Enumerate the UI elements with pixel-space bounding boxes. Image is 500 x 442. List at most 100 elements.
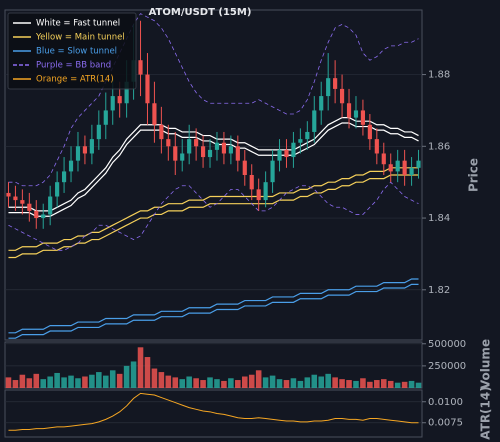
candle-body <box>221 142 227 154</box>
candle-body <box>214 142 220 150</box>
y-tick-label: 1.82 <box>428 285 450 296</box>
candle-body <box>291 142 296 158</box>
volume-bar <box>82 376 88 388</box>
volume-bar <box>290 378 297 388</box>
candle-body <box>249 175 254 190</box>
panel-frame <box>4 9 423 341</box>
volume-bar <box>12 380 19 388</box>
atr-axis-label: ATR(14) <box>479 386 493 439</box>
candle-body <box>270 160 275 183</box>
candle-body <box>96 124 101 140</box>
volume-bar <box>179 379 186 388</box>
candle-body <box>110 96 115 111</box>
volume-bar <box>276 379 283 388</box>
volume-bar <box>367 381 373 388</box>
volume-bar <box>380 379 387 388</box>
candle-body <box>381 153 386 165</box>
y-tick-label: 1.86 <box>428 141 450 152</box>
volume-bar <box>387 380 394 388</box>
volume-bar <box>61 377 67 388</box>
volume-bar <box>262 377 269 388</box>
legend-label: Orange = ATR(14) <box>36 75 114 85</box>
candle-body <box>55 182 60 197</box>
candle-body <box>312 110 317 132</box>
y-tick-label: 250000 <box>428 361 466 372</box>
candle-body <box>395 160 400 172</box>
volume-bar <box>116 373 123 388</box>
marks-layer <box>5 13 422 431</box>
line <box>8 181 419 251</box>
volume-bar <box>89 374 95 388</box>
candle-body <box>305 131 310 140</box>
candle-body <box>374 139 379 154</box>
candle-body <box>367 124 372 140</box>
candle-body <box>298 139 303 143</box>
panel-frame <box>4 389 423 438</box>
candle-body <box>326 78 331 97</box>
volume-bar <box>214 379 220 388</box>
candle-body <box>339 88 345 104</box>
candle-body <box>75 146 81 161</box>
candle-body <box>402 160 407 175</box>
line <box>8 392 419 431</box>
candle-body <box>166 139 171 147</box>
y-tick-label: 1.84 <box>428 213 450 224</box>
volume-bar <box>401 381 408 388</box>
legend-label: White = Fast tunnel <box>36 19 120 29</box>
candle-body <box>6 192 11 197</box>
volume-bar <box>360 378 366 388</box>
candle-body <box>235 146 240 161</box>
volume-bar <box>221 380 227 388</box>
volume-bar <box>374 380 380 388</box>
volume-bar <box>54 372 60 388</box>
y-tick-label: 1.88 <box>428 70 450 81</box>
legend-box <box>7 12 137 90</box>
volume-bar <box>19 374 26 388</box>
volume-bar <box>96 372 102 388</box>
candle-body <box>346 103 352 118</box>
volume-bar <box>68 375 74 388</box>
candle-body <box>277 149 282 161</box>
candle-body <box>138 60 143 75</box>
volume-bar <box>47 376 53 388</box>
volume-bar <box>318 376 325 388</box>
volume-bar <box>297 380 304 388</box>
volume-bar <box>325 373 331 388</box>
volume-bar <box>151 368 158 388</box>
volume-bar <box>235 380 241 388</box>
volume-bar <box>408 380 415 388</box>
candle-body <box>187 139 192 154</box>
line <box>8 283 419 339</box>
volume-bar <box>353 380 359 388</box>
candle-body <box>34 210 39 219</box>
candle-body <box>333 78 338 89</box>
volume-bar <box>102 375 109 388</box>
volume-bar <box>172 377 179 388</box>
candle-body <box>388 164 393 172</box>
volume-bar <box>75 378 81 388</box>
candle-body <box>124 81 129 104</box>
volume-bar <box>26 378 33 388</box>
volume-bar <box>5 377 12 388</box>
legend: White = Fast tunnel Yellow = Main tunnel B… <box>7 12 137 90</box>
y-tick-label: 500000 <box>428 339 466 350</box>
volume-bar <box>248 374 255 388</box>
candle-body <box>117 96 122 104</box>
volume-bar <box>186 376 192 388</box>
y-tick-label: 0.0075 <box>428 418 463 429</box>
candle-body <box>180 153 185 161</box>
candle-body <box>152 103 157 125</box>
volume-bar <box>137 347 144 388</box>
volume-bar <box>415 382 422 388</box>
grid-layer: 1.82 1.84 1.86 1.88 250000 500000 0.0075 0.0100 <box>4 9 466 438</box>
volume-bar <box>144 357 151 388</box>
candle-body <box>159 124 164 140</box>
volume-bar <box>255 370 262 388</box>
candle-body <box>145 74 150 104</box>
chart-title: ATOM/USDT (15M) <box>149 7 252 18</box>
volume-bar <box>228 378 234 388</box>
candle-body <box>200 146 206 158</box>
volume-bar <box>33 373 40 388</box>
volume-bar <box>304 377 311 388</box>
